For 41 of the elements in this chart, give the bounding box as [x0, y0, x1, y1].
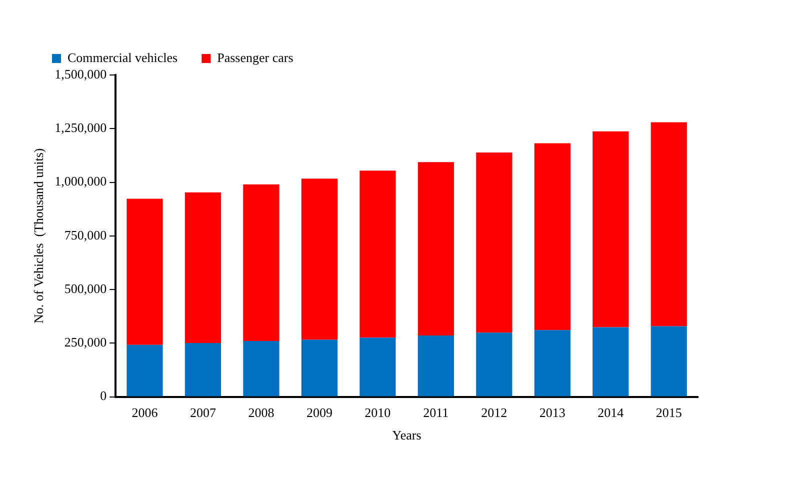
- legend-label: Passenger cars: [217, 50, 294, 65]
- bar: [243, 184, 280, 342]
- y-axis-title: No. of Vehicles (Thousand units): [31, 148, 46, 324]
- bar: [418, 335, 454, 396]
- x-tick-label: 2009: [306, 405, 332, 420]
- bar: [184, 192, 222, 343]
- bar: [476, 332, 512, 396]
- bar: [126, 198, 163, 345]
- x-tick-label: 2011: [423, 405, 449, 420]
- bar: [592, 131, 629, 328]
- x-axis-title: Years: [392, 428, 422, 443]
- y-tick-label: 1,250,000: [54, 120, 107, 136]
- x-tick-label: 2015: [656, 405, 682, 420]
- bar: [126, 344, 163, 396]
- bar: [184, 342, 222, 396]
- bar: [360, 338, 396, 396]
- x-tick-label: 2008: [248, 405, 274, 420]
- legend-label: Commercial vehicles: [68, 50, 178, 65]
- bar: [301, 178, 338, 340]
- bar: [360, 170, 396, 338]
- x-tick-label: 2006: [132, 405, 158, 420]
- y-tick-label: 0: [100, 388, 107, 404]
- x-tick-label: 2013: [539, 405, 566, 420]
- y-tick-label: 750,000: [64, 227, 107, 242]
- bar: [476, 152, 512, 333]
- bar: [534, 143, 570, 330]
- bar: [243, 341, 280, 396]
- x-tick-label: 2014: [598, 405, 624, 420]
- y-tick-label: 1,500,000: [54, 66, 107, 82]
- bar: [650, 326, 687, 396]
- bar: [418, 162, 454, 336]
- bar: [650, 122, 687, 326]
- x-tick-label: 2012: [481, 405, 508, 420]
- bar: [592, 327, 629, 396]
- bar: [301, 340, 338, 396]
- x-tick-label: 2007: [190, 405, 216, 420]
- x-tick-label: 2010: [364, 405, 391, 420]
- y-tick-label: 1,000,000: [54, 174, 107, 189]
- bar: [534, 330, 570, 396]
- y-tick-label: 250,000: [64, 334, 107, 350]
- y-tick-label: 500,000: [64, 280, 107, 296]
